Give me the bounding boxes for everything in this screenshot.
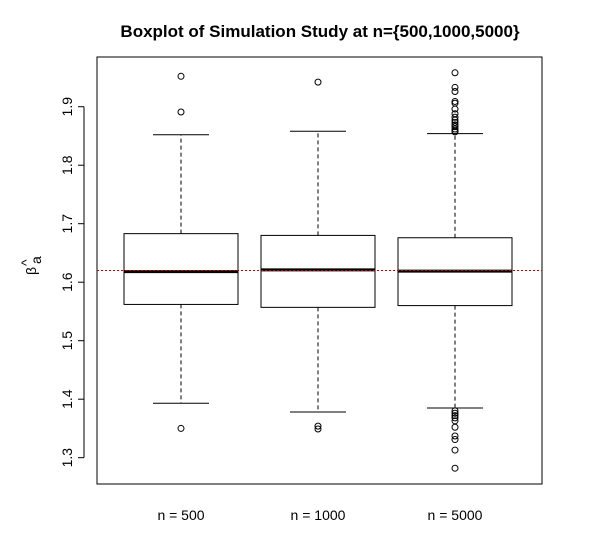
- outlier-point: [451, 423, 459, 431]
- outlier-point: [451, 113, 459, 121]
- outlier-point: [451, 446, 459, 454]
- x-tick-label: n = 1000: [291, 507, 346, 523]
- outlier-point: [177, 108, 185, 116]
- x-tick-label: n = 5000: [428, 507, 483, 523]
- y-tick-label: 1.9: [59, 97, 75, 117]
- y-tick-label: 1.6: [59, 272, 75, 292]
- outlier-point: [451, 407, 459, 415]
- outlier-point: [451, 412, 459, 420]
- y-axis-label-hat: ^: [18, 259, 34, 266]
- outlier-point: [451, 436, 459, 444]
- outlier-point: [177, 424, 185, 432]
- outlier-point: [177, 72, 185, 80]
- outlier-point: [451, 464, 459, 472]
- outlier-point: [451, 414, 459, 422]
- y-tick-label: 1.5: [59, 331, 75, 351]
- y-tick-label: 1.4: [59, 389, 75, 409]
- y-tick-label: 1.8: [59, 155, 75, 175]
- outlier-point: [451, 69, 459, 77]
- outlier-point: [451, 409, 459, 417]
- y-axis-label: β ^ a: [18, 256, 44, 275]
- box: [123, 233, 239, 305]
- outlier-point: [314, 425, 322, 433]
- outlier-point: [314, 422, 322, 430]
- outlier-point: [451, 83, 459, 91]
- outlier-point: [451, 123, 459, 131]
- outlier-point: [451, 128, 459, 136]
- plot-area: 1.3 1.4 1.5 1.6 1.7 1.8 1.9 n = 500 n = 1000 n = …: [59, 56, 543, 523]
- x-tick-label: n = 500: [157, 507, 204, 523]
- outlier-point: [451, 105, 459, 113]
- outlier-point: [451, 432, 459, 440]
- y-tick-label: 1.3: [59, 448, 75, 468]
- outlier-point: [451, 88, 459, 96]
- chart-title: Boxplot of Simulation Study at n={500,10…: [120, 22, 520, 41]
- outlier-point: [314, 78, 322, 86]
- y-tick-label: 1.7: [59, 214, 75, 234]
- y-axis-label-symbol: β: [23, 267, 39, 275]
- y-axis-label-subscript: a: [28, 256, 44, 264]
